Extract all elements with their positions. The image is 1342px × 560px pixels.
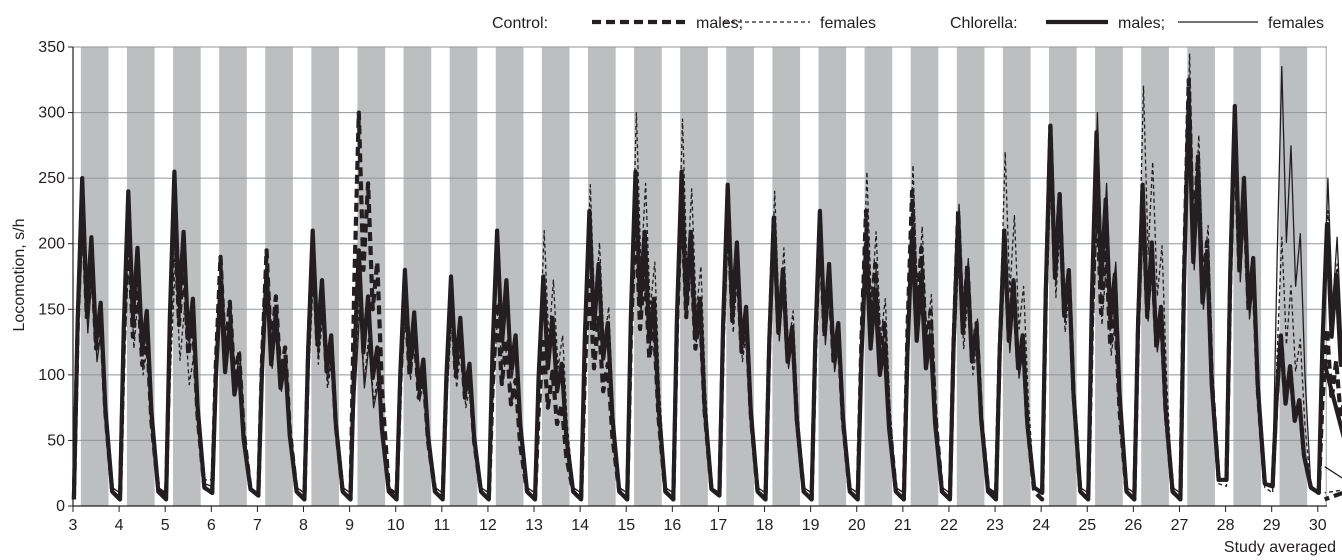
legend-label: females — [820, 15, 876, 32]
y-tick-label: 50 — [47, 432, 65, 449]
y-tick-label: 350 — [38, 39, 65, 56]
x-tick-label: 28 — [1217, 517, 1235, 534]
legend-group-label: Control: — [492, 15, 548, 32]
x-tick-label: 19 — [802, 517, 820, 534]
x-tick-label: 15 — [617, 517, 635, 534]
legend-group-label: Chlorella: — [950, 15, 1018, 32]
y-tick-label: 100 — [38, 367, 65, 384]
axes — [68, 46, 1327, 512]
x-tick-label: 7 — [253, 517, 262, 534]
y-tick-label: 300 — [38, 105, 65, 122]
legend: Control: males; females Chlorella: males; fem… — [492, 15, 1324, 32]
x-tick-label: 9 — [345, 517, 354, 534]
x-tick-label: 22 — [940, 517, 958, 534]
x-tick-label: 8 — [299, 517, 308, 534]
x-tick-label: 11 — [434, 517, 451, 534]
x-tick-label: 27 — [1171, 517, 1189, 534]
legend-label: females — [1268, 15, 1324, 32]
y-tick-label: 200 — [38, 236, 65, 253]
y-tick-label: 0 — [56, 498, 65, 515]
x-tick-label: 25 — [1078, 517, 1096, 534]
x-tick-label: 6 — [207, 517, 216, 534]
x-tick-label: 3 — [69, 517, 78, 534]
x-tick-label: 16 — [663, 517, 681, 534]
y-axis-label: Locomotion, s/h — [11, 219, 28, 332]
legend-label: males; — [1118, 15, 1165, 32]
x-tick-label: 24 — [1032, 517, 1050, 534]
x-tick-label: 18 — [756, 517, 774, 534]
x-tick-label: 5 — [161, 517, 170, 534]
x-tick-label: 4 — [115, 517, 124, 534]
series-line — [73, 66, 1342, 494]
legend-label: males; — [696, 15, 743, 32]
x-tick-label: 30 — [1309, 517, 1327, 534]
x-axis-label: Study averaged — [1224, 539, 1336, 556]
x-tick-labels: 3 4 5 6 7 8 9 10 11 12 13 14 15 16 17 18 19 20 21 22 23 24 25 2… — [69, 517, 1327, 534]
x-tick-label: 20 — [848, 517, 866, 534]
x-tick-label: 17 — [710, 517, 728, 534]
x-tick-label: 29 — [1263, 517, 1281, 534]
series-lines — [71, 52, 1342, 502]
x-tick-label: 10 — [387, 517, 405, 534]
y-tick-label: 150 — [38, 301, 65, 318]
y-tick-label: 250 — [38, 170, 65, 187]
x-tick-label: 13 — [525, 517, 543, 534]
x-tick-label: 26 — [1124, 517, 1142, 534]
x-tick-label: 21 — [894, 517, 912, 534]
x-tick-label: 14 — [571, 517, 589, 534]
y-tick-labels: 0 50 100 150 200 250 300 350 — [38, 39, 65, 515]
x-tick-label: 23 — [986, 517, 1004, 534]
x-tick-label: 12 — [479, 517, 497, 534]
